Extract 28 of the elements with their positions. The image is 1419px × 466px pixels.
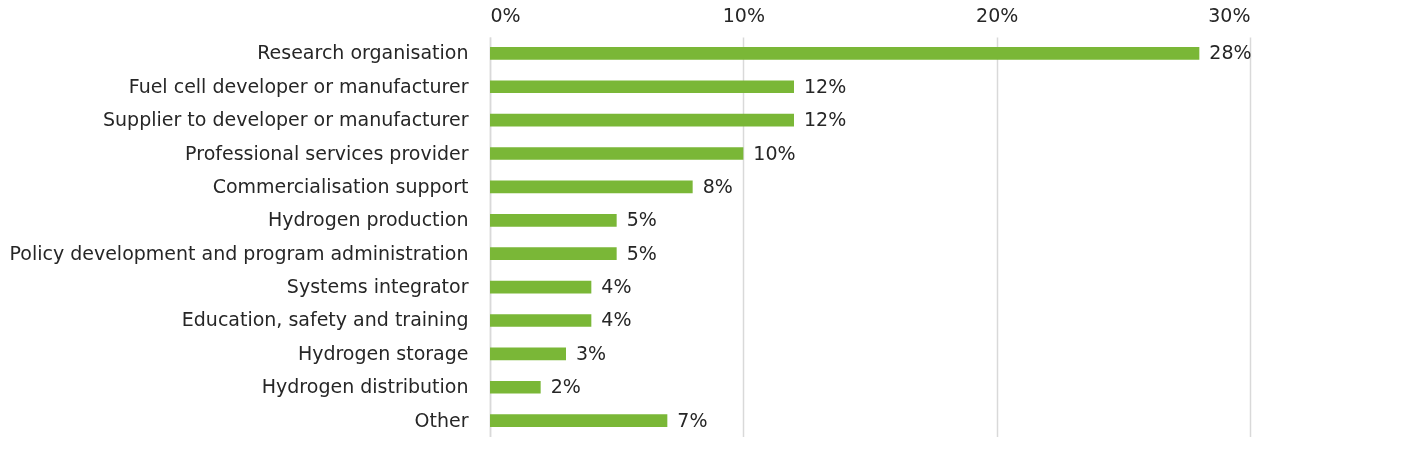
data-label: 28% [1209,41,1252,64]
data-label: 4% [601,275,632,298]
y-tick-label: Supplier to developer or manufacturer [103,108,469,131]
data-label: 7% [677,408,708,431]
y-tick-label: Policy development and program administration [9,241,469,264]
data-label: 2% [550,375,581,398]
x-tick-label: 20% [976,3,1019,26]
y-tick-label: Other [414,408,469,431]
data-label: 5% [626,241,657,264]
data-label: 5% [626,208,657,231]
data-label: 12% [804,74,847,97]
y-tick-label: Education, safety and training [181,308,469,331]
data-label: 3% [576,341,607,364]
x-tick-label: 30% [1208,3,1251,26]
y-tick-label: Research organisation [257,41,469,64]
y-tick-label: Hydrogen storage [297,341,469,364]
y-tick-label: Fuel cell developer or manufacturer [128,74,469,97]
y-tick-label: Hydrogen production [268,208,469,231]
y-tick-label: Systems integrator [286,275,469,298]
y-tick-label: Hydrogen distribution [261,375,469,398]
y-tick-label: Commercialisation support [212,174,469,197]
x-tick-label: 10% [722,3,765,26]
data-label: 4% [601,308,632,331]
data-label: 8% [702,174,733,197]
data-label: 12% [804,108,847,131]
data-label: 10% [753,141,796,164]
y-tick-label: Professional services provider [185,141,469,164]
x-tick-label: 0% [490,3,521,26]
